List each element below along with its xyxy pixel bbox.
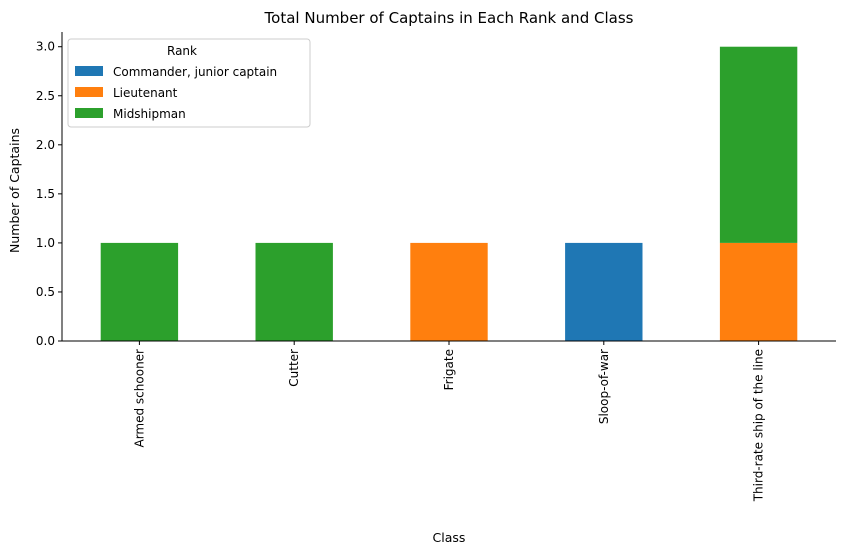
x-tick-label-third-rate-ship-of-the-line: Third-rate ship of the line xyxy=(752,349,766,502)
x-tick-label-frigate: Frigate xyxy=(442,349,456,390)
legend-swatch-lieutenant xyxy=(75,87,103,97)
bar-sloop-of-war-commander-junior-captain xyxy=(565,242,643,341)
x-tick-label-armed-schooner: Armed schooner xyxy=(132,349,146,448)
y-tick-label: 1.0 xyxy=(36,236,55,250)
y-tick-label: 0.5 xyxy=(36,285,55,299)
legend-label-lieutenant: Lieutenant xyxy=(113,86,178,100)
y-tick-label: 1.5 xyxy=(36,187,55,201)
legend-frame xyxy=(67,38,311,128)
legend-title: Rank xyxy=(167,44,197,58)
legend-label-midshipman: Midshipman xyxy=(113,107,186,121)
bar-cutter-midshipman xyxy=(255,242,333,341)
y-axis-ticks: 0.0 0.5 1.0 1.5 2.0 2.5 3.0 xyxy=(36,40,62,348)
x-axis-label: Class xyxy=(433,530,466,545)
bar-armed-schooner-midshipman xyxy=(100,242,179,341)
x-tick-label-sloop-of-war: Sloop-of-war xyxy=(597,349,611,424)
legend: Rank Commander, junior captain Lieutenant… xyxy=(67,38,311,128)
x-tick-label-cutter: Cutter xyxy=(287,349,301,387)
legend-swatch-midshipman xyxy=(75,108,103,118)
x-axis-ticks: Armed schooner Cutter Frigate Sloop-of-war T… xyxy=(132,341,766,502)
bar-frigate-lieutenant xyxy=(410,242,488,341)
bars-group xyxy=(100,46,798,341)
legend-label-commander-junior-captain: Commander, junior captain xyxy=(113,65,277,79)
y-tick-label: 0.0 xyxy=(36,334,55,348)
y-tick-label: 2.0 xyxy=(36,138,55,152)
y-axis-label: Number of Captains xyxy=(7,128,22,253)
bar-third-rate-ship-of-the-line-midshipman xyxy=(719,46,798,243)
y-tick-label: 3.0 xyxy=(36,40,55,54)
chart-title: Total Number of Captains in Each Rank an… xyxy=(264,9,634,27)
legend-items: Commander, junior captain Lieutenant Midsh… xyxy=(75,65,277,121)
legend-swatch-commander-junior-captain xyxy=(75,66,103,76)
bar-third-rate-ship-of-the-line-lieutenant xyxy=(719,242,798,341)
y-tick-label: 2.5 xyxy=(36,89,55,103)
